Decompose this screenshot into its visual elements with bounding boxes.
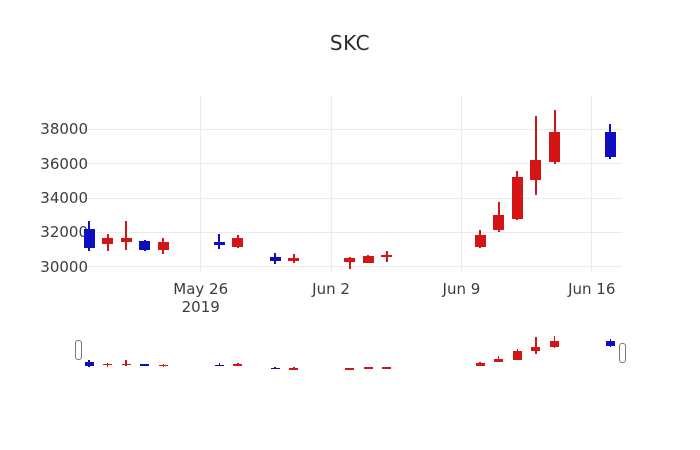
mini-candle-body	[605, 340, 615, 347]
x-gridline	[591, 95, 593, 272]
rangeslider-handle-right[interactable]	[618, 343, 626, 363]
mini-candle-body	[512, 350, 522, 360]
mini-candle-wick	[218, 362, 221, 366]
mini-candle-body	[214, 364, 224, 367]
candle-body[interactable]	[139, 241, 151, 250]
y-gridline	[83, 266, 622, 268]
x-tick-label: Jun 9	[442, 280, 481, 298]
y-tick-label: 36000	[40, 154, 88, 173]
mini-candle-body	[363, 367, 373, 369]
chart-title: SKC	[329, 31, 371, 55]
candle-body[interactable]	[213, 241, 225, 246]
mini-candle-body	[494, 358, 504, 362]
candle-body[interactable]	[269, 256, 281, 261]
candle-body[interactable]	[157, 241, 169, 250]
candle-wick	[534, 115, 537, 195]
candle-wick	[292, 253, 295, 263]
x-tick-label: Jun 2	[312, 280, 350, 298]
mini-candle-body	[289, 368, 299, 370]
candle-body[interactable]	[102, 238, 114, 244]
mini-candle-body	[531, 347, 541, 352]
candle-wick	[125, 221, 128, 250]
candle-wick	[218, 234, 221, 249]
y-gridline	[83, 163, 622, 165]
mini-candle-body	[233, 363, 243, 366]
y-gridline	[83, 197, 622, 199]
mini-candle-body	[121, 363, 131, 366]
x-gridline	[460, 95, 462, 272]
x-gridline	[200, 95, 202, 272]
y-gridline	[83, 231, 622, 233]
mini-candle-body	[140, 364, 150, 367]
mini-candle-body	[475, 363, 485, 366]
candle-body[interactable]	[511, 176, 523, 219]
candle-body[interactable]	[344, 258, 356, 262]
y-tick-label: 30000	[40, 257, 88, 276]
mini-candle-wick	[125, 360, 127, 367]
candle-body[interactable]	[474, 235, 486, 248]
mini-candle-body	[84, 361, 94, 366]
y-gridline	[83, 128, 622, 130]
x-tick-label: May 26	[173, 280, 229, 298]
candle-body[interactable]	[530, 160, 542, 181]
candle-body[interactable]	[604, 131, 616, 157]
candle-body[interactable]	[232, 237, 244, 248]
candle-body[interactable]	[381, 254, 393, 258]
candle-wick	[348, 257, 351, 269]
candle-body[interactable]	[120, 237, 132, 242]
mini-candle-body	[345, 368, 355, 370]
y-tick-label: 34000	[40, 189, 88, 208]
x-gridline	[330, 95, 332, 272]
mini-candle-body	[550, 340, 559, 348]
y-tick-label: 32000	[40, 223, 88, 242]
rangeslider-handle-left[interactable]	[74, 340, 82, 360]
mini-candle-wick	[535, 337, 537, 355]
candle-body[interactable]	[493, 215, 505, 230]
candle-body[interactable]	[288, 258, 300, 261]
mini-candle-body	[103, 363, 113, 366]
candle-body[interactable]	[362, 255, 374, 263]
x-tick-sublabel: 2019	[181, 298, 220, 316]
y-tick-label: 38000	[40, 120, 88, 139]
x-tick-label: Jun 16	[568, 280, 616, 298]
candle-body[interactable]	[549, 131, 560, 162]
mini-candle-body	[382, 367, 392, 369]
candle-body[interactable]	[83, 229, 95, 248]
mini-candle-body	[158, 364, 168, 367]
mini-candle-body	[270, 367, 280, 370]
